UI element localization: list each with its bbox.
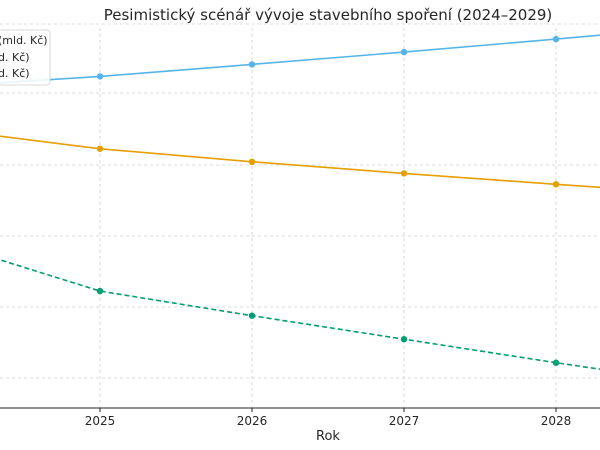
- data-point: [552, 359, 560, 366]
- legend-box: [0, 29, 51, 86]
- x-tick-label: 2027: [389, 414, 420, 428]
- data-point: [400, 48, 408, 56]
- data-point: [248, 312, 256, 319]
- series-line-3: [0, 259, 600, 371]
- data-point: [400, 170, 408, 177]
- plot-area: [0, 34, 600, 371]
- data-point: [96, 145, 104, 152]
- x-tick-label: 2028: [541, 414, 572, 428]
- data-point: [248, 61, 256, 68]
- x-tick-label: 2026: [237, 414, 268, 428]
- grid: [0, 23, 600, 408]
- x-axis-label: Rok: [316, 429, 340, 444]
- legend-entry-2: d. Kč): [0, 51, 30, 64]
- x-tick-label: 2025: [85, 414, 116, 428]
- series-line-1: [0, 34, 600, 84]
- series-line-2: [0, 135, 600, 189]
- chart-title: Pesimistický scénář vývoje stavebního sp…: [104, 6, 553, 24]
- legend: (mld. Kč) d. Kč) d. Kč): [0, 29, 51, 86]
- data-point: [96, 287, 104, 295]
- x-axis: 2025 2026 2027 2028: [0, 407, 600, 428]
- legend-entry-1: (mld. Kč): [0, 34, 48, 47]
- data-point: [552, 181, 560, 188]
- data-point: [552, 35, 560, 43]
- legend-entry-3: d. Kč): [0, 67, 30, 80]
- data-point: [400, 336, 408, 343]
- data-point: [248, 158, 256, 166]
- data-point: [96, 73, 104, 80]
